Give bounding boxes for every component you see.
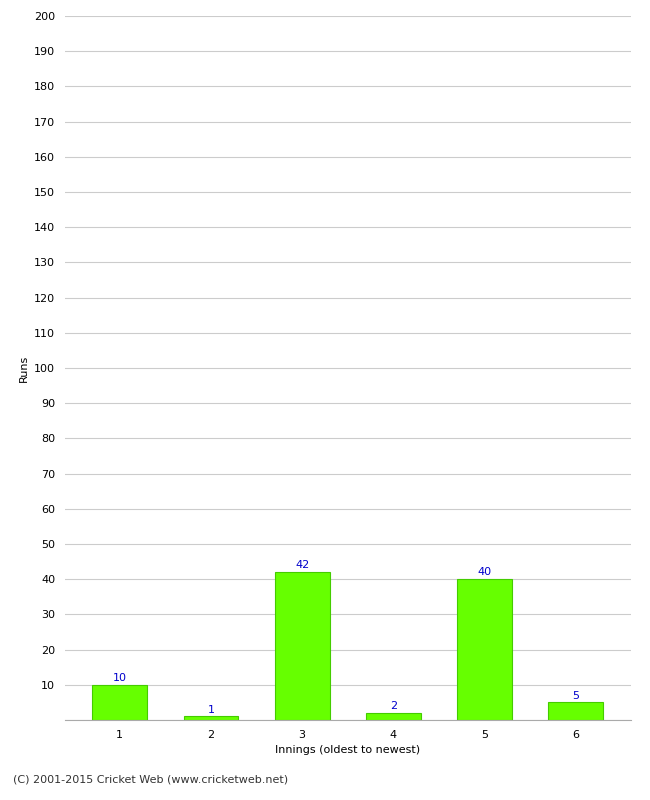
Bar [457,579,512,720]
Text: 5: 5 [572,690,579,701]
Bar [549,702,603,720]
Bar [366,713,421,720]
Text: 10: 10 [112,673,127,683]
Bar [275,572,330,720]
Bar [92,685,147,720]
Text: 42: 42 [295,560,309,570]
Text: 1: 1 [207,705,214,714]
Bar [183,717,239,720]
Y-axis label: Runs: Runs [19,354,29,382]
Text: (C) 2001-2015 Cricket Web (www.cricketweb.net): (C) 2001-2015 Cricket Web (www.cricketwe… [13,774,288,784]
Text: 2: 2 [390,701,397,711]
Text: 40: 40 [478,567,491,578]
X-axis label: Innings (oldest to newest): Innings (oldest to newest) [275,746,421,755]
